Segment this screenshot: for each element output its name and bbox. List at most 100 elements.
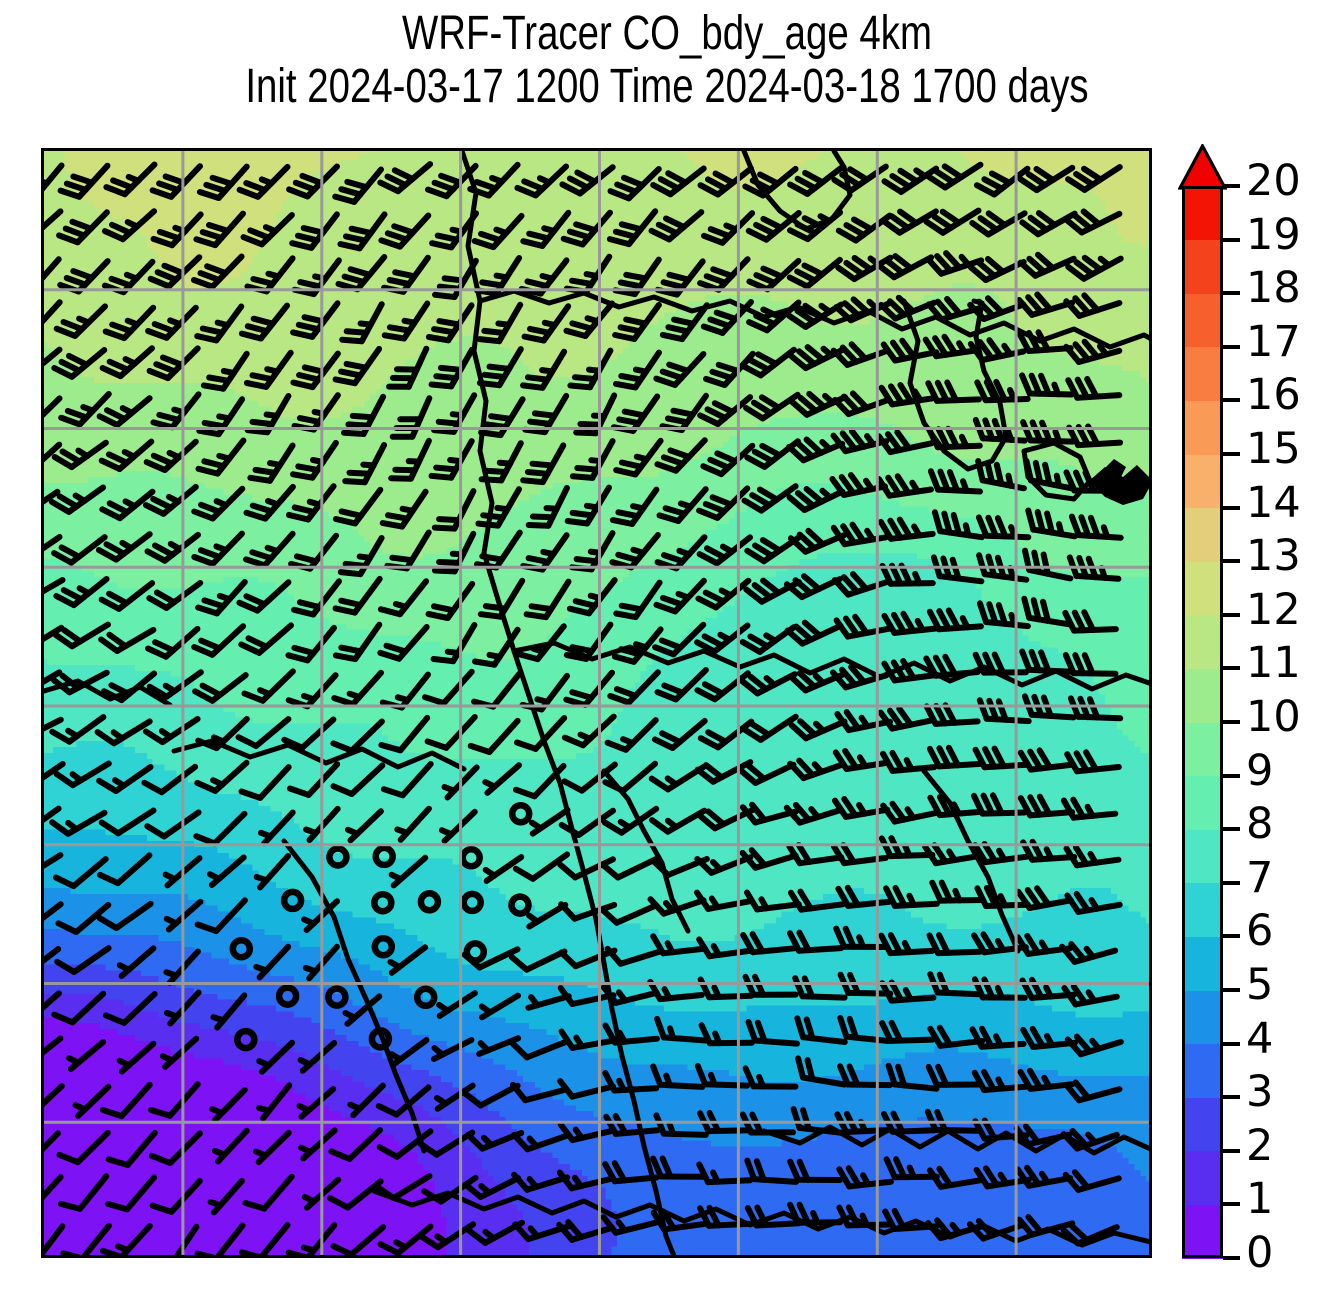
calm-circle (371, 934, 396, 959)
wind-barb (881, 165, 940, 195)
wind-barb (478, 440, 524, 484)
wind-barb (44, 488, 61, 505)
wind-barb (98, 580, 156, 612)
wind-barb (521, 303, 572, 344)
wind-barb (482, 854, 525, 884)
wind-barb (434, 1082, 476, 1112)
wind-barb (741, 483, 799, 514)
coastline (371, 1188, 1149, 1248)
wind-barb (1065, 376, 1123, 401)
wind-barb (976, 600, 1031, 630)
colorbar-tick-label: 8 (1246, 799, 1274, 850)
wind-barb (879, 1019, 936, 1044)
wind-barb (149, 1178, 203, 1215)
wind-barb (52, 621, 111, 650)
wind-barb (297, 1040, 338, 1074)
colorbar-tick (1223, 1256, 1240, 1260)
wind-barb (56, 209, 110, 246)
wind-barb (44, 1174, 64, 1200)
colorbar-tick-label: 2 (1246, 1120, 1274, 1171)
field-contour-band (44, 151, 1149, 425)
wind-barb (191, 623, 247, 658)
colorbar-tick-label: 19 (1246, 209, 1301, 260)
wind-barb (256, 1039, 296, 1075)
wind-barb (53, 303, 108, 339)
wind-barb (520, 348, 568, 391)
wind-barb (653, 577, 707, 615)
colorbar-tick-label: 7 (1246, 852, 1274, 903)
wind-barb (976, 697, 1032, 725)
wind-barb (786, 842, 845, 867)
wind-barb (60, 1222, 112, 1255)
wind-barb (1020, 419, 1076, 445)
wind-barb (332, 486, 384, 527)
wind-barb (511, 1171, 571, 1193)
wind-barb (974, 378, 1031, 404)
colorbar-band (1182, 829, 1223, 884)
colorbar-tick-label: 13 (1246, 531, 1301, 582)
wind-barb (744, 438, 801, 470)
colorbar-band (1182, 293, 1223, 348)
wind-barb (388, 437, 432, 482)
wind-barb (105, 1129, 158, 1168)
wind-barb (290, 439, 339, 481)
colorbar[interactable]: 20 19 18 17 16 15 14 13 12 11 10 9 8 7 6 5 4 3 2 1 0 (1182, 160, 1301, 1275)
wind-barb (144, 809, 202, 840)
terrain-blob (1104, 459, 1126, 479)
wind-barb (1063, 844, 1122, 869)
wind-barb (509, 1038, 569, 1061)
colorbar-band (1182, 614, 1223, 669)
calm-circle (372, 844, 396, 869)
wind-barb (72, 1083, 112, 1119)
wind-barb (783, 802, 843, 826)
wind-barb (1065, 164, 1123, 193)
wind-barb (378, 714, 431, 754)
wind-barb (742, 1065, 799, 1090)
wind-barb (787, 929, 844, 954)
wind-barb (247, 442, 296, 484)
colorbar-tick (1223, 1148, 1240, 1153)
wind-barb (557, 985, 617, 1007)
calm-circle (275, 984, 300, 1008)
calm-circle (371, 890, 395, 915)
map-plot-area[interactable] (41, 148, 1152, 1258)
wind-barb (44, 624, 65, 642)
calm-circle (326, 845, 350, 869)
wind-barb (694, 670, 751, 703)
wind-barb (298, 1127, 338, 1162)
wind-barb (44, 805, 62, 823)
colorbar-band (1182, 775, 1223, 830)
wind-barb (1059, 941, 1119, 965)
wind-barb (1060, 1223, 1120, 1247)
wind-barb (1017, 251, 1077, 279)
wind-barb (174, 1223, 200, 1255)
colorbar-band (1182, 1204, 1223, 1259)
colorbar-tick-label: 14 (1246, 477, 1301, 528)
wind-barb (56, 1129, 111, 1166)
wind-barb (881, 610, 940, 636)
wind-barb (58, 391, 112, 428)
wind-barb (875, 429, 935, 456)
wind-barb (971, 931, 1029, 956)
wind-barb (258, 809, 296, 847)
wind-barb (143, 438, 199, 473)
coastline (171, 738, 467, 772)
wind-barb (377, 1223, 434, 1255)
wind-barb (57, 162, 111, 200)
wind-barb (467, 717, 521, 755)
wind-barb (830, 341, 890, 368)
wind-barb (744, 1204, 802, 1229)
wind-barb (557, 1078, 617, 1100)
wind-barb (1019, 648, 1075, 675)
wind-barb (194, 759, 250, 794)
wind-barb (51, 534, 108, 566)
wind-barb (347, 1082, 386, 1119)
wind-barb (1019, 210, 1078, 238)
wind-barb (697, 718, 755, 751)
calm-circle (234, 1027, 258, 1052)
wind-barb (1015, 885, 1074, 911)
wind-barb (1021, 595, 1074, 628)
wind-barb (200, 350, 250, 392)
wind-barb (512, 851, 571, 882)
wind-barb (44, 441, 63, 463)
